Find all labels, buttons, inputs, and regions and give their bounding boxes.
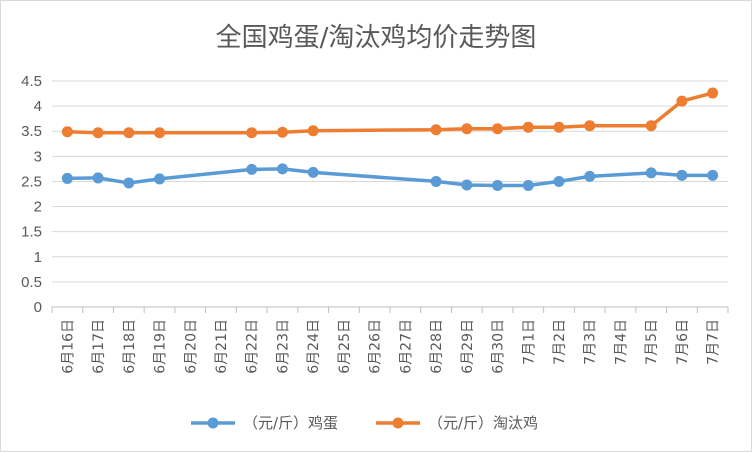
data-point: [676, 95, 688, 107]
data-point: [154, 127, 166, 139]
chart-title: 全国鸡蛋/淘汰鸡均价走势图: [215, 23, 537, 53]
data-point: [123, 177, 135, 189]
legend-marker: [207, 417, 219, 429]
x-tick-label: 6月24日: [306, 319, 322, 374]
x-tick-label: 7月1日: [521, 319, 537, 365]
legend-marker: [392, 417, 404, 429]
data-point: [492, 179, 504, 191]
y-tick-label: 0: [34, 299, 42, 316]
x-tick-label: 7月3日: [583, 319, 599, 365]
data-point: [553, 121, 565, 133]
legend-item: （元/斤）鸡蛋: [191, 414, 338, 432]
x-tick-label: 6月20日: [183, 319, 199, 374]
y-tick-label: 4: [34, 98, 42, 115]
series-line: [65, 91, 715, 135]
x-tick-label: 6月16日: [60, 319, 76, 374]
series-1: [61, 163, 719, 191]
x-tick-label: 6月29日: [460, 319, 476, 374]
data-point: [307, 125, 319, 137]
data-point: [707, 87, 719, 99]
data-point: [461, 123, 473, 135]
data-point: [92, 172, 104, 184]
x-tick-label: 6月25日: [337, 319, 353, 374]
y-tick-label: 2: [34, 199, 42, 216]
gridlines: [52, 80, 728, 308]
y-tick-label: 2.5: [21, 173, 42, 190]
data-point: [584, 120, 596, 132]
data-point: [645, 167, 657, 179]
x-tick-label: 6月23日: [275, 319, 291, 374]
data-point: [430, 124, 442, 136]
x-tick-label: 7月5日: [644, 319, 660, 365]
x-tick-label: 6月28日: [429, 319, 445, 374]
y-tick-label: 1.5: [21, 224, 42, 241]
x-tick-label: 6月30日: [491, 319, 507, 374]
data-point: [276, 163, 288, 175]
data-point: [522, 179, 534, 191]
data-point: [61, 126, 73, 138]
y-tick-label: 4.5: [21, 73, 42, 90]
data-point: [676, 169, 688, 181]
series-2: [61, 87, 719, 139]
y-tick-label: 3: [34, 148, 42, 165]
x-tick-label: 6月22日: [245, 319, 261, 374]
y-tick-label: 0.5: [21, 274, 42, 291]
data-point: [123, 127, 135, 139]
data-point: [584, 170, 596, 182]
x-tick-label: 6月19日: [153, 319, 169, 374]
y-tick-label: 1: [34, 249, 42, 266]
data-point: [154, 173, 166, 185]
series-line: [65, 167, 715, 188]
x-tick-label: 6月18日: [122, 319, 138, 374]
x-tick-label: 6月17日: [91, 319, 107, 374]
data-point: [307, 166, 319, 178]
data-point: [61, 172, 73, 184]
x-tick-label: 6月27日: [398, 319, 414, 374]
legend-label: （元/斤）淘汰鸡: [428, 414, 538, 432]
x-tick-label: 7月6日: [675, 319, 691, 365]
data-point: [707, 169, 719, 181]
data-point: [246, 163, 258, 175]
data-point: [461, 179, 473, 191]
x-tick-label: 6月21日: [214, 319, 230, 374]
data-point: [276, 126, 288, 138]
data-point: [522, 121, 534, 133]
data-point: [246, 127, 258, 139]
x-tick-label: 7月7日: [706, 319, 722, 365]
legend-label: （元/斤）鸡蛋: [243, 414, 338, 432]
data-point: [645, 120, 657, 132]
data-point: [553, 175, 565, 187]
data-point: [92, 127, 104, 139]
data-point: [430, 175, 442, 187]
x-tick-label: 7月4日: [613, 319, 629, 365]
y-tick-label: 3.5: [21, 123, 42, 140]
legend-item: （元/斤）淘汰鸡: [376, 414, 538, 432]
data-point: [492, 123, 504, 135]
x-tick-label: 7月2日: [552, 319, 568, 365]
x-tick-label: 6月26日: [368, 319, 384, 374]
